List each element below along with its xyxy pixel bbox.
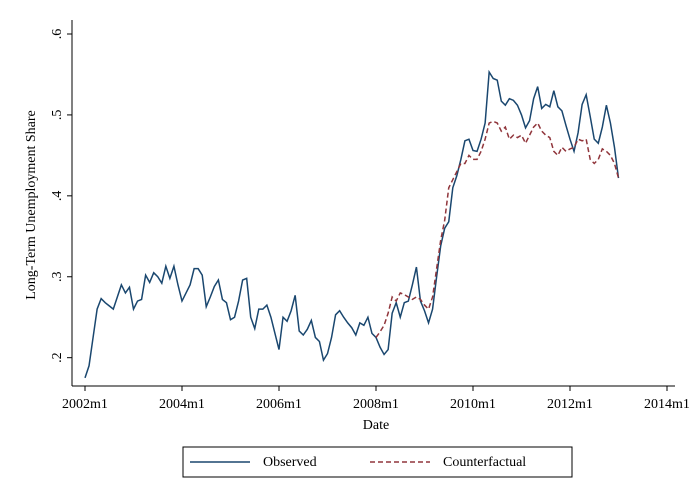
legend-label: Observed [263, 455, 317, 470]
x-tick-label: 2008m1 [353, 397, 399, 412]
x-tick-label: 2004m1 [159, 397, 205, 412]
y-tick-label: .4 [50, 191, 65, 202]
series-line [375, 120, 620, 338]
y-tick-label: .3 [50, 272, 65, 283]
x-tick-label: 2002m1 [62, 397, 108, 412]
x-tick-label: 2010m1 [450, 397, 496, 412]
y-tick-label: .5 [50, 110, 65, 121]
x-axis-title: Date [363, 418, 389, 433]
x-tick-label: 2014m1 [644, 397, 690, 412]
legend-label: Counterfactual [443, 455, 526, 470]
x-tick-label: 2012m1 [547, 397, 593, 412]
y-tick-label: .6 [50, 29, 65, 40]
y-tick-label: .2 [50, 352, 65, 363]
y-axis-title: Long-Term Unemployment Share [24, 110, 39, 300]
x-tick-label: 2006m1 [256, 397, 302, 412]
series-line [84, 69, 620, 379]
